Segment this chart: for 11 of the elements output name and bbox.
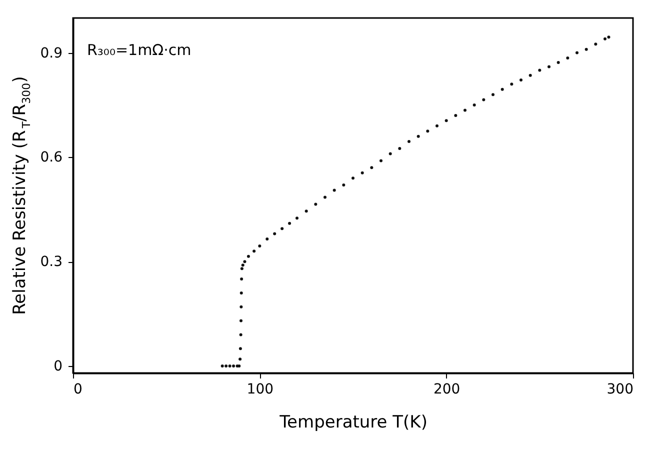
y-tick-label: 0.3 — [40, 254, 62, 270]
annotation: R₃₀₀=1mΩ·cm — [87, 41, 192, 59]
y-tick-label: 0.9 — [40, 45, 62, 62]
y-tick-label: 0 — [54, 358, 62, 375]
x-tick-label: 100 — [246, 382, 274, 398]
y-tick-label: 0.6 — [40, 150, 63, 166]
x-axis-title: Temperature T(K) — [278, 412, 428, 432]
x-tick-label: 200 — [433, 382, 460, 398]
y-axis-title: Relative Resistivity (RT/R300) — [10, 76, 33, 315]
x-tick-label: 300 — [606, 382, 634, 398]
x-tick-label: 0 — [74, 382, 82, 398]
